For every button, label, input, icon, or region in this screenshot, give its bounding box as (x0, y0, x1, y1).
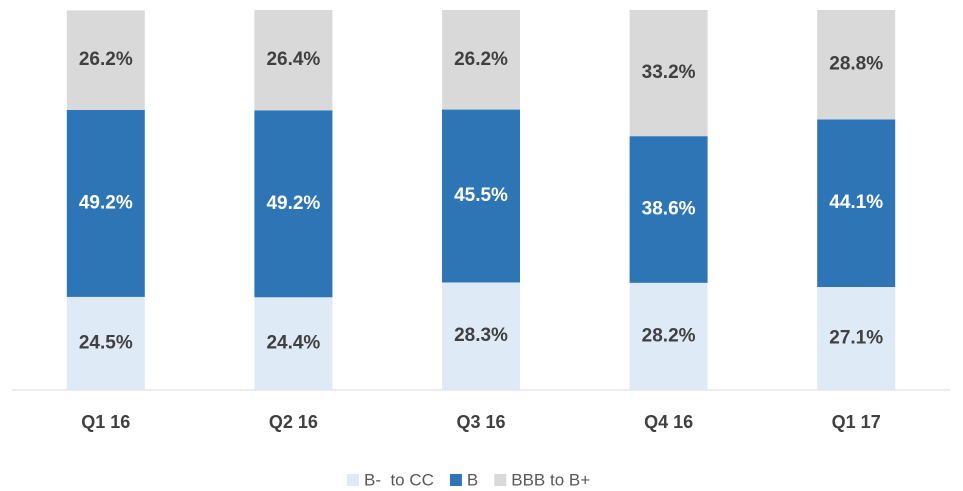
value-label: 45.5% (454, 185, 508, 206)
bar-segment (629, 282, 708, 390)
legend-label: B (467, 470, 478, 489)
value-label: 28.3% (454, 325, 508, 346)
bar-segment (629, 136, 708, 283)
bar-segment (817, 10, 896, 120)
bar-segment (254, 297, 333, 390)
value-label: 49.2% (266, 193, 320, 214)
bar-segment (442, 109, 520, 283)
bar-segment (254, 110, 333, 298)
x-tick-label: Q4 16 (644, 412, 693, 432)
value-label: 27.1% (829, 328, 883, 349)
x-tick-label: Q2 16 (269, 412, 318, 432)
value-label: 49.2% (79, 192, 133, 213)
bar-segment (442, 282, 520, 390)
legend-swatch (494, 474, 507, 486)
x-tick-label: Q3 16 (456, 412, 505, 432)
x-tick-label: Q1 17 (832, 412, 881, 432)
legend-swatch (347, 474, 359, 486)
value-label: 26.2% (454, 49, 508, 70)
bar-segment (254, 10, 333, 111)
legend-label: BBB to B+ (511, 470, 590, 489)
value-label: 26.2% (79, 49, 133, 70)
value-label: 33.2% (642, 62, 696, 83)
value-label: 28.8% (829, 54, 883, 75)
value-label: 24.5% (79, 332, 133, 353)
bar-segment (817, 287, 896, 390)
x-tick-label: Q1 16 (81, 412, 130, 432)
bar-segment (629, 10, 708, 137)
value-label: 28.2% (642, 325, 696, 346)
legend-swatch (449, 474, 462, 486)
value-label: 24.4% (266, 333, 320, 354)
value-label: 26.4% (266, 49, 320, 70)
bar-segment (66, 109, 145, 297)
value-label: 44.1% (829, 192, 883, 213)
bar-segment (442, 10, 520, 110)
value-label: 38.6% (642, 199, 696, 220)
legend-label: B- to CC (364, 470, 434, 489)
bar-segment (817, 119, 896, 288)
bar-segment (66, 296, 145, 390)
bar-segment (66, 10, 145, 110)
